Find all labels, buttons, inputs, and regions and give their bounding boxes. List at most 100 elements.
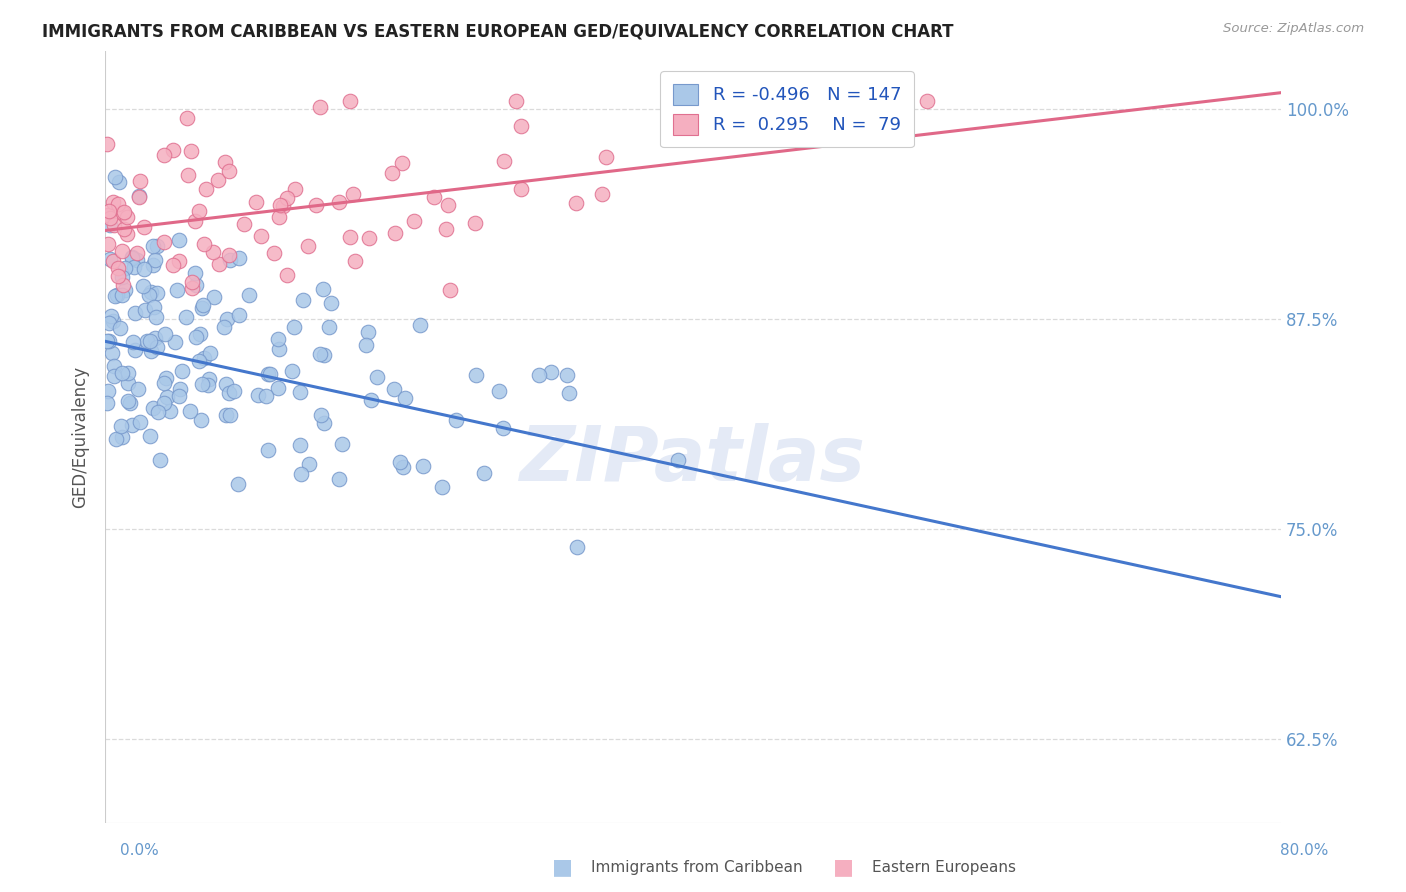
- Point: [110, 321, 132, 335]
- Point: [96, 334, 118, 348]
- Point: [174, 310, 197, 325]
- Point: [97, 316, 120, 330]
- Point: [432, 480, 454, 494]
- Point: [121, 251, 143, 265]
- Point: [510, 120, 533, 134]
- Point: [290, 467, 312, 481]
- Point: [110, 418, 132, 433]
- Point: [96, 396, 118, 410]
- Point: [330, 437, 353, 451]
- Point: [98, 218, 121, 232]
- Point: [98, 252, 121, 267]
- Point: [124, 343, 146, 357]
- Point: [146, 239, 169, 253]
- Point: [128, 174, 150, 188]
- Text: ZIPatlas: ZIPatlas: [520, 424, 866, 497]
- Point: [492, 153, 515, 168]
- Point: [111, 367, 134, 381]
- Point: [167, 233, 190, 247]
- Point: [104, 289, 127, 303]
- Text: 80.0%: 80.0%: [1281, 843, 1329, 858]
- Point: [267, 210, 290, 224]
- Point: [308, 346, 330, 360]
- Point: [246, 388, 269, 402]
- Point: [283, 319, 305, 334]
- Point: [107, 175, 129, 189]
- Point: [472, 466, 495, 480]
- Point: [328, 473, 350, 487]
- Point: [284, 182, 307, 196]
- Point: [104, 433, 127, 447]
- Point: [162, 144, 184, 158]
- Point: [446, 413, 468, 427]
- Point: [152, 235, 174, 250]
- Point: [215, 409, 238, 423]
- Point: [219, 252, 242, 267]
- Point: [510, 182, 533, 196]
- Point: [145, 310, 167, 325]
- Point: [153, 376, 176, 390]
- Point: [207, 258, 229, 272]
- Point: [184, 213, 207, 227]
- Point: [127, 382, 149, 396]
- Point: [218, 386, 240, 401]
- Point: [215, 311, 238, 326]
- Point: [121, 252, 143, 266]
- Point: [128, 190, 150, 204]
- Point: [339, 94, 361, 108]
- Point: [148, 405, 170, 419]
- Point: [191, 376, 214, 391]
- Point: [249, 229, 271, 244]
- Point: [360, 392, 382, 407]
- Point: [125, 246, 148, 260]
- Point: [280, 363, 302, 377]
- Point: [312, 282, 335, 296]
- Point: [312, 348, 335, 362]
- Point: [439, 283, 461, 297]
- Point: [166, 283, 188, 297]
- Point: [139, 334, 162, 348]
- Point: [152, 396, 174, 410]
- Point: [107, 260, 129, 275]
- Point: [167, 254, 190, 268]
- Point: [142, 239, 165, 253]
- Point: [111, 244, 134, 258]
- Point: [207, 173, 229, 187]
- Point: [384, 226, 406, 240]
- Point: [540, 364, 562, 378]
- Point: [146, 340, 169, 354]
- Point: [488, 384, 510, 399]
- Point: [464, 216, 486, 230]
- Point: [104, 169, 127, 184]
- Text: Source: ZipAtlas.com: Source: ZipAtlas.com: [1223, 22, 1364, 36]
- Point: [97, 208, 120, 222]
- Point: [197, 378, 219, 392]
- Point: [668, 453, 690, 467]
- Point: [112, 205, 135, 219]
- Point: [118, 396, 141, 410]
- Point: [288, 438, 311, 452]
- Point: [198, 346, 221, 360]
- Point: [218, 248, 240, 262]
- Point: [555, 368, 578, 382]
- Point: [121, 417, 143, 432]
- Point: [97, 236, 120, 251]
- Point: [191, 301, 214, 316]
- Point: [132, 279, 155, 293]
- Point: [256, 367, 278, 381]
- Point: [149, 452, 172, 467]
- Point: [269, 342, 291, 356]
- Point: [357, 325, 380, 339]
- Point: [915, 94, 938, 108]
- Point: [190, 413, 212, 427]
- Point: [155, 371, 177, 385]
- Point: [142, 258, 165, 272]
- Point: [96, 137, 118, 152]
- Point: [366, 370, 388, 384]
- Point: [245, 194, 267, 209]
- Point: [224, 384, 246, 399]
- Point: [146, 285, 169, 300]
- Point: [117, 211, 139, 225]
- Point: [188, 203, 211, 218]
- Point: [404, 214, 426, 228]
